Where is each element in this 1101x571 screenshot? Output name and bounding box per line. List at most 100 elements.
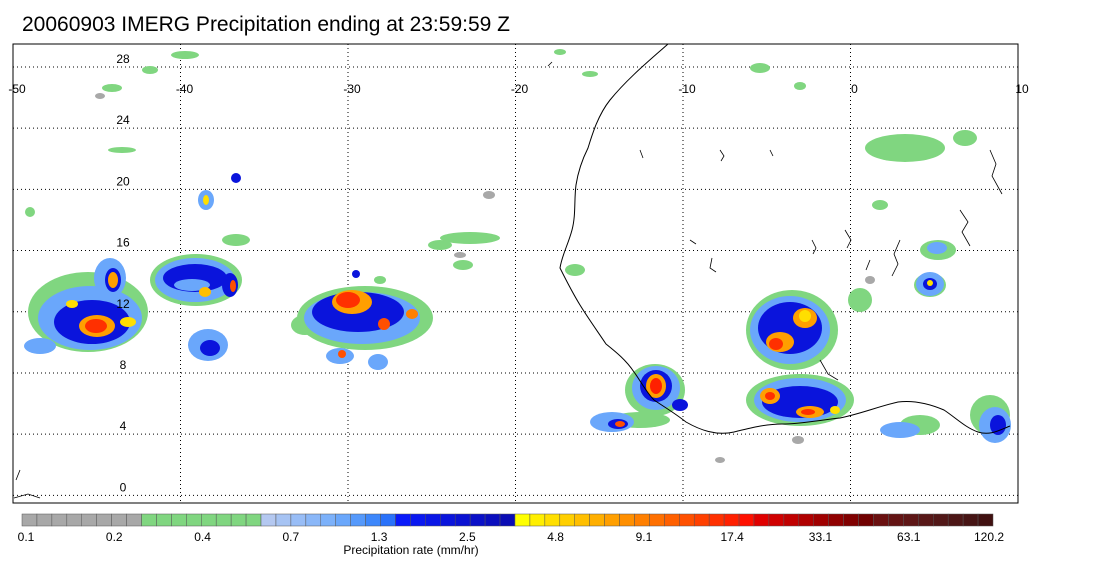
colorbar-swatch <box>529 513 546 527</box>
colorbar-label: 33.1 <box>809 530 833 544</box>
colorbar-swatch <box>514 513 531 527</box>
colorbar-swatch <box>440 513 456 527</box>
colorbar-swatch <box>365 513 381 527</box>
colorbar-swatch <box>395 513 411 527</box>
lat-tick-label: 28 <box>116 52 130 66</box>
colorbar-label: 4.8 <box>547 530 564 544</box>
colorbar-swatch <box>634 513 650 527</box>
colorbar-swatch <box>753 513 770 527</box>
colorbar-swatch <box>559 513 575 527</box>
lon-tick-label: 10 <box>1015 82 1029 96</box>
colorbar-swatch <box>81 513 97 527</box>
colorbar-swatch <box>454 513 471 527</box>
colorbar-swatch <box>619 513 635 527</box>
colorbar-swatch <box>693 513 710 527</box>
colorbar-swatch <box>664 513 680 527</box>
colorbar-swatch <box>828 513 844 527</box>
colorbar-swatch <box>201 513 217 527</box>
colorbar-swatch <box>544 513 561 527</box>
colorbar-swatch <box>723 513 740 527</box>
colorbar-swatch <box>275 513 292 527</box>
map-title: 20060903 IMERG Precipitation ending at 2… <box>22 13 510 36</box>
colorbar-swatch <box>589 513 605 527</box>
colorbar-swatch <box>260 513 277 527</box>
colorbar-swatch <box>574 513 590 527</box>
colorbar-label: 120.2 <box>974 530 1004 544</box>
lat-tick-label: 0 <box>120 480 127 494</box>
colorbar-swatch <box>171 513 187 527</box>
colorbar-swatch <box>410 513 426 527</box>
colorbar-title: Precipitation rate (mm/hr) <box>343 543 478 557</box>
inland-water-outlines <box>13 61 1003 499</box>
colorbar-swatch <box>335 513 351 527</box>
colorbar-swatch <box>126 513 142 527</box>
colorbar-label: 0.1 <box>18 530 35 544</box>
colorbar-swatch <box>425 513 441 527</box>
colorbar-swatch <box>141 513 157 527</box>
coastline <box>559 44 1011 434</box>
colorbar-swatch <box>932 513 949 527</box>
colorbar-swatch <box>903 513 919 527</box>
lat-tick-label: 8 <box>120 358 127 372</box>
colorbar-swatch <box>215 513 232 527</box>
colorbar-swatch <box>245 513 262 527</box>
colorbar-swatch <box>320 513 336 527</box>
lon-tick-label: -40 <box>176 82 194 96</box>
colorbar-swatch <box>813 513 829 527</box>
colorbar-swatch <box>230 513 247 527</box>
colorbar-swatch <box>858 513 874 527</box>
colorbar-swatch <box>51 513 68 527</box>
lon-tick-label: -20 <box>511 82 529 96</box>
colorbar-swatch <box>768 513 785 527</box>
lat-tick-label: 4 <box>120 419 127 433</box>
lat-tick-label: 24 <box>116 113 130 127</box>
colorbar-swatch <box>21 513 38 527</box>
lat-tick-label: 20 <box>116 174 130 188</box>
colorbar-swatch <box>350 513 366 527</box>
lon-tick-label: -30 <box>343 82 361 96</box>
colorbar-label: 0.7 <box>282 530 299 544</box>
lon-tick-label: -50 <box>8 82 26 96</box>
colorbar-swatch <box>888 513 904 527</box>
colorbar-label: 1.3 <box>371 530 388 544</box>
colorbar-label: 0.2 <box>106 530 123 544</box>
colorbar-swatch <box>843 513 859 527</box>
colorbar-swatch <box>783 513 800 527</box>
colorbar-swatch <box>947 513 964 527</box>
colorbar-swatch <box>111 513 127 527</box>
lat-tick-label: 12 <box>116 297 130 311</box>
colorbar-swatch <box>186 513 202 527</box>
colorbar-swatch <box>290 513 307 527</box>
colorbar-label: 63.1 <box>897 530 921 544</box>
colorbar-swatch <box>798 513 814 527</box>
colorbar-swatch <box>873 513 889 527</box>
colorbar-swatch <box>604 513 620 527</box>
colorbar-swatch <box>679 513 695 527</box>
colorbar-swatch <box>484 513 501 527</box>
colorbar-swatch <box>499 513 516 527</box>
lon-tick-label: 0 <box>851 82 858 96</box>
colorbar-swatch <box>708 513 725 527</box>
colorbar-swatch <box>305 513 322 527</box>
longitude-labels: -50 -40 -30 -20 -10 0 10 <box>8 82 1029 96</box>
colorbar-swatch <box>96 513 112 527</box>
colorbar-swatch <box>156 513 172 527</box>
colorbar-swatch <box>962 513 979 527</box>
colorbar-swatch <box>918 513 934 527</box>
precipitation-field <box>24 49 1011 463</box>
colorbar-swatch <box>977 513 994 527</box>
colorbar-label: 17.4 <box>721 530 745 544</box>
colorbar-swatch <box>649 513 665 527</box>
colorbar-swatch <box>469 513 486 527</box>
colorbar-swatch <box>66 513 83 527</box>
map-grid <box>13 44 1018 503</box>
colorbar-label: 0.4 <box>194 530 211 544</box>
colorbar: 0.1 0.2 0.4 0.7 1.3 2.5 4.8 9.1 17.4 33.1 63.1 120.… <box>18 513 1004 544</box>
colorbar-swatch <box>380 513 396 527</box>
colorbar-swatch <box>738 513 755 527</box>
latitude-labels: 0 4 8 12 16 20 24 28 <box>116 52 130 494</box>
colorbar-label: 9.1 <box>636 530 653 544</box>
lat-tick-label: 16 <box>116 236 130 250</box>
lon-tick-label: -10 <box>678 82 696 96</box>
